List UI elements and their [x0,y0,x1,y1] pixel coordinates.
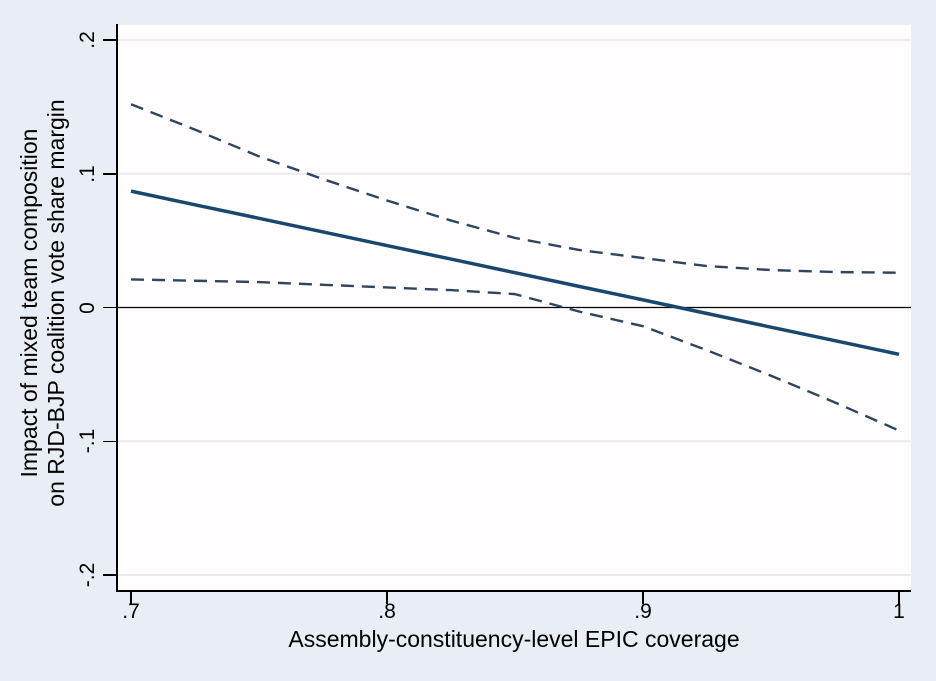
x-tick-label: .7 [122,600,140,623]
x-tick-mark [642,590,644,604]
x-axis-title: Assembly-constituency-level EPIC coverag… [288,626,740,652]
plot-area [117,25,911,590]
y-tick-mark [103,440,116,442]
x-tick-label: .8 [378,600,396,623]
y-axis-title-line2: on RJD-BJP coalition vote share margin [43,99,69,507]
point-estimate-line [130,189,900,357]
upper-confidence-bound-line [130,103,900,274]
lower-confidence-bound-line [130,278,900,432]
y-axis-title-line1: Impact of mixed team composition [16,128,42,478]
y-tick-mark [103,39,116,41]
x-axis-line [116,590,911,592]
y-tick-mark [103,574,116,576]
y-axis-line [116,24,118,591]
x-tick-label: 1 [893,600,905,623]
y-tick-label: 0 [76,301,99,314]
y-axis-title: Impact of mixed team composition on RJD-… [16,99,70,506]
y-tick-label: -.2 [76,562,99,588]
chart-canvas [117,39,911,576]
y-tick-mark [103,173,116,175]
y-tick-label: -.1 [76,428,99,454]
x-tick-mark [386,590,388,604]
x-tick-mark [130,590,132,604]
y-tick-label: .1 [76,164,99,183]
x-tick-label: .9 [634,600,652,623]
y-tick-label: .2 [76,31,99,49]
y-tick-mark [103,306,116,309]
x-tick-mark [898,590,900,604]
